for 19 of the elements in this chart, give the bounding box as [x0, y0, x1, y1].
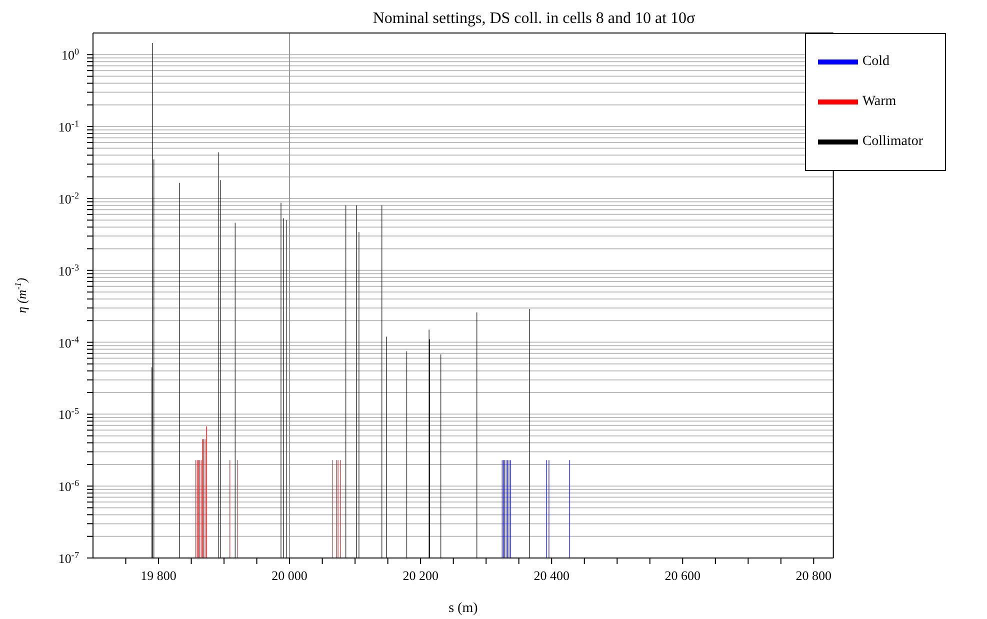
legend-label: Warm — [862, 94, 896, 110]
y-tick-label: 10$^{-2}$ — [58, 190, 80, 206]
x-tick-label: 19 800 — [140, 568, 176, 583]
x-tick-label: 20 600 — [664, 568, 701, 583]
chart-title: Nominal settings, DS coll. in cells 8 and 10 at 10σ — [372, 10, 696, 28]
x-axis-title: s (m) — [448, 601, 478, 616]
x-tick-label: 20 800 — [796, 568, 832, 583]
x-tick-label: 20 000 — [272, 568, 308, 583]
y-tick-label: 10$^{-1}$ — [58, 118, 79, 135]
legend-label: Collimator — [862, 134, 923, 150]
y-tick-label: 10$^{-6}$ — [58, 478, 80, 494]
legend-label: Cold — [862, 54, 890, 70]
x-tick-label: 20 200 — [402, 568, 438, 583]
y-tick-label: 10$^{-7}$ — [58, 550, 80, 566]
y-tick-label: 10$^{0}$ — [61, 46, 80, 63]
x-tick-label: 20 400 — [534, 568, 570, 583]
y-tick-label: 10$^{-3}$ — [58, 262, 80, 278]
y-tick-label: 10$^{-5}$ — [58, 406, 80, 422]
y-tick-label: 10$^{-4}$ — [58, 334, 80, 350]
